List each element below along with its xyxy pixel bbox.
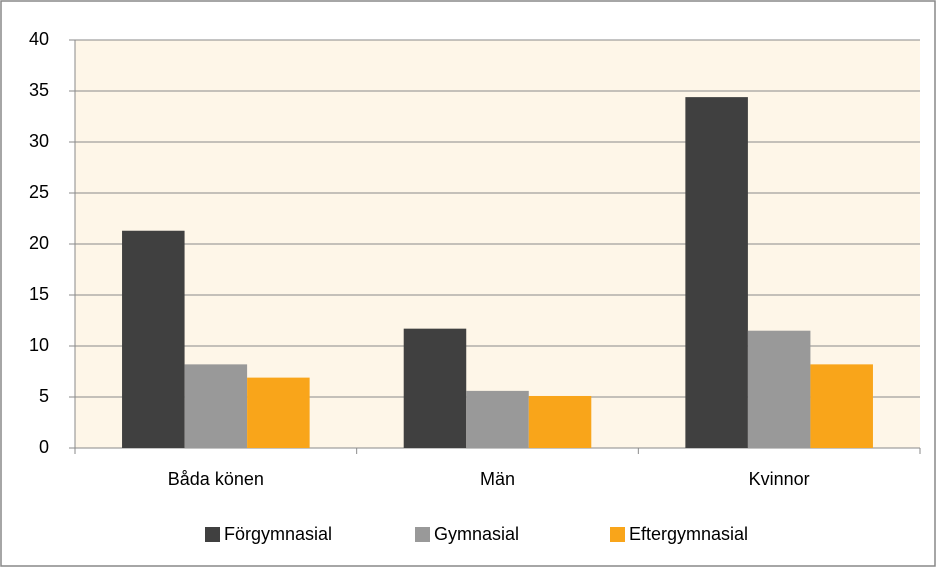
y-tick-label: 35 [29, 80, 49, 100]
y-tick-label: 25 [29, 182, 49, 202]
legend-label: Gymnasial [434, 524, 519, 544]
bar [403, 328, 467, 448]
bar [247, 377, 310, 448]
x-tick-label: Kvinnor [749, 469, 810, 489]
x-tick-label: Män [480, 469, 515, 489]
y-tick-label: 15 [29, 284, 49, 304]
legend-swatch [205, 527, 220, 542]
bar [810, 364, 873, 448]
x-tick-label: Båda könen [168, 469, 264, 489]
bar [747, 330, 811, 448]
legend-swatch [610, 527, 625, 542]
bar [528, 395, 592, 448]
y-tick-label: 40 [29, 29, 49, 49]
legend-label: Eftergymnasial [629, 524, 748, 544]
y-tick-label: 0 [39, 437, 49, 457]
bar [122, 230, 185, 448]
y-tick-label: 20 [29, 233, 49, 253]
bar [184, 364, 248, 448]
y-tick-label: 30 [29, 131, 49, 151]
legend-swatch [415, 527, 430, 542]
bar [685, 97, 748, 449]
y-tick-label: 5 [39, 386, 49, 406]
legend-label: Förgymnasial [224, 524, 332, 544]
bar [466, 390, 529, 448]
y-tick-label: 10 [29, 335, 49, 355]
